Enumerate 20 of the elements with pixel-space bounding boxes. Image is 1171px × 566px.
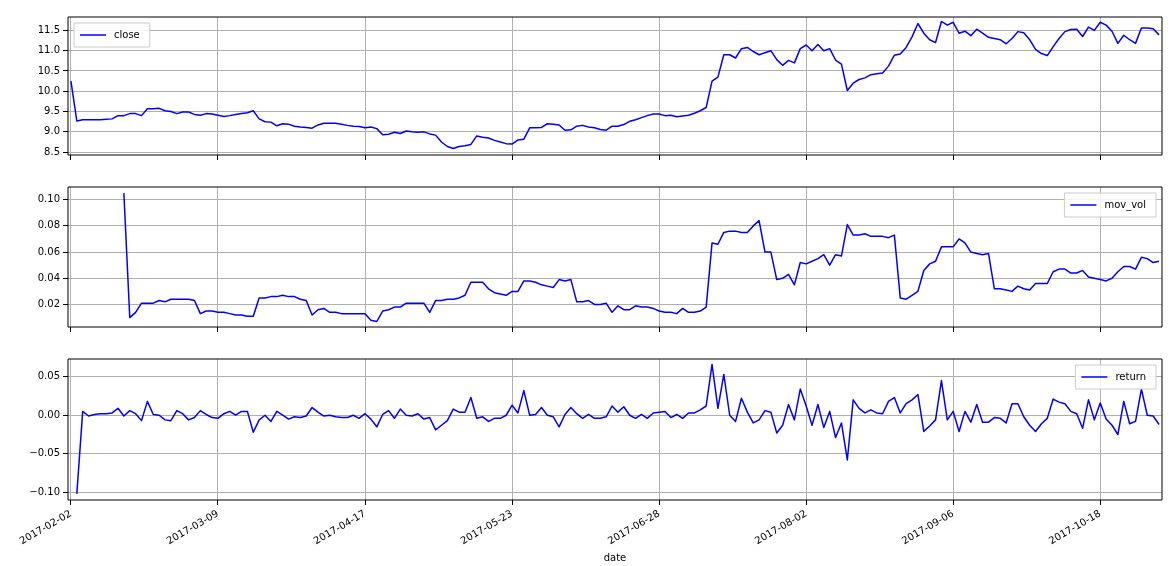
y-tick-label: 10.0 bbox=[37, 84, 60, 96]
y-tick-label: 0.00 bbox=[37, 408, 60, 420]
y-tick-label: 9.5 bbox=[44, 105, 60, 117]
y-tick-label: 0.02 bbox=[37, 298, 60, 310]
y-tick-label: 0.05 bbox=[37, 370, 60, 382]
y-tick-label: 0.04 bbox=[37, 271, 60, 283]
y-tick-label: 11.0 bbox=[37, 44, 60, 56]
y-tick-label: 0.10 bbox=[37, 193, 60, 205]
y-tick-label: 0.06 bbox=[37, 245, 60, 257]
y-tick-label: −0.10 bbox=[29, 485, 60, 497]
y-tick-label: 9.0 bbox=[44, 125, 60, 137]
y-tick-label: 8.5 bbox=[44, 145, 60, 157]
x-axis-title: date bbox=[603, 551, 627, 563]
y-tick-label: 10.5 bbox=[37, 64, 60, 76]
y-tick-label: 0.08 bbox=[37, 219, 60, 231]
legend-label: return bbox=[1115, 370, 1146, 382]
y-tick-label: −0.05 bbox=[29, 447, 60, 459]
y-tick-label: 11.5 bbox=[37, 23, 60, 35]
legend-label: close bbox=[114, 28, 140, 40]
legend-label: mov_vol bbox=[1104, 198, 1146, 211]
